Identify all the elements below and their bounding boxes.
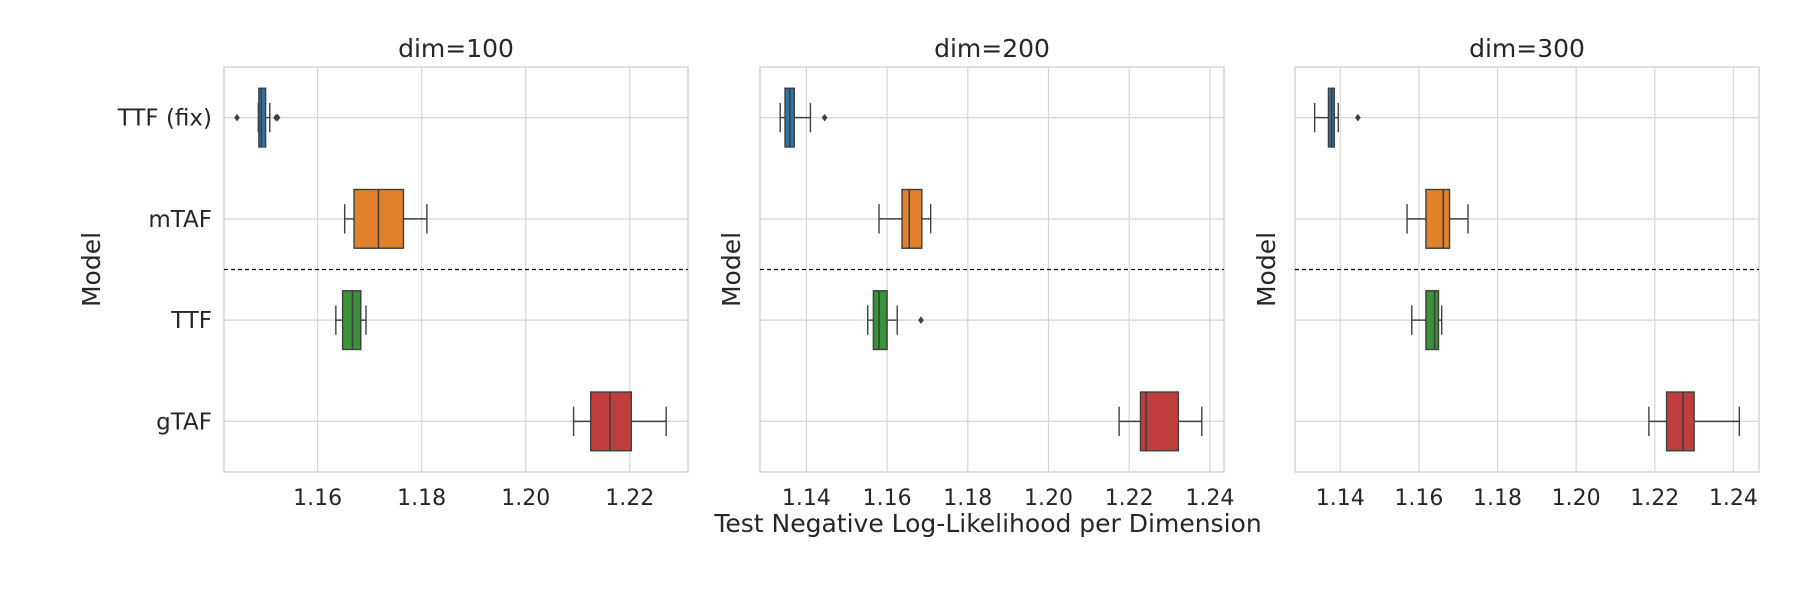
y-tick-label: mTAF bbox=[148, 207, 212, 233]
x-tick-label: 1.16 bbox=[863, 486, 912, 511]
x-tick-label: 1.20 bbox=[501, 486, 550, 511]
x-tick-label: 1.16 bbox=[1394, 486, 1443, 511]
box-mtaf bbox=[878, 188, 932, 249]
x-tick-label: 1.14 bbox=[782, 486, 831, 511]
x-tick-label: 1.18 bbox=[1473, 486, 1522, 511]
panels: 1.16 1.18 1.20 1.22 TTF (fix) mTAF TTF gTAF Mode… bbox=[77, 34, 1760, 511]
x-tick-label: 1.24 bbox=[1709, 486, 1758, 511]
panel-title: dim=200 bbox=[934, 34, 1050, 63]
box-iqr bbox=[590, 391, 633, 452]
box-mtaf bbox=[343, 188, 428, 249]
box-iqr bbox=[1665, 391, 1695, 452]
x-tick-label: 1.22 bbox=[1630, 486, 1679, 511]
x-tick-label: 1.20 bbox=[1552, 486, 1601, 511]
box-ttf-fix- bbox=[779, 87, 828, 148]
box-ttf bbox=[867, 290, 924, 351]
x-tick-label: 1.20 bbox=[1024, 486, 1073, 511]
y-axis-label: Model bbox=[77, 232, 106, 307]
box-iqr bbox=[901, 188, 923, 249]
x-tick-label: 1.22 bbox=[1105, 486, 1154, 511]
x-tick-label: 1.18 bbox=[397, 486, 446, 511]
outlier-point bbox=[1355, 113, 1361, 122]
box-gtaf bbox=[572, 391, 667, 452]
outlier-point bbox=[918, 316, 924, 324]
x-tick-label: 1.24 bbox=[1185, 486, 1234, 511]
x-tick-label: 1.18 bbox=[943, 486, 992, 511]
x-tick-label: 1.14 bbox=[1316, 486, 1365, 511]
y-axis-label: Model bbox=[1252, 232, 1281, 307]
x-axis-label: Test Negative Log-Likelihood per Dimensi… bbox=[713, 509, 1261, 538]
y-tick-label: gTAF bbox=[156, 409, 212, 435]
box-ttf bbox=[335, 290, 367, 351]
box-mtaf bbox=[1406, 188, 1469, 249]
box-iqr bbox=[1425, 188, 1451, 249]
outlier-point bbox=[234, 113, 240, 122]
x-tick-label: 1.16 bbox=[293, 486, 342, 511]
y-tick-label: TTF bbox=[170, 308, 212, 334]
outlier-point bbox=[821, 113, 828, 122]
panel-title: dim=300 bbox=[1469, 34, 1585, 63]
y-axis-label: Model bbox=[717, 232, 746, 307]
box-ttf bbox=[1411, 290, 1443, 351]
box-ttf-fix- bbox=[234, 87, 281, 148]
box-gtaf bbox=[1118, 391, 1203, 452]
box-iqr bbox=[1425, 290, 1440, 351]
panel-2: 1.14 1.16 1.18 1.20 1.22 1.24 Model dim=300 bbox=[1252, 34, 1760, 511]
outlier-point bbox=[274, 113, 281, 122]
panel-0: 1.16 1.18 1.20 1.22 TTF (fix) mTAF TTF gTAF Mode… bbox=[77, 34, 689, 511]
box-gtaf bbox=[1648, 391, 1741, 452]
panel-title: dim=100 bbox=[398, 34, 514, 63]
y-tick-label: TTF (fix) bbox=[117, 106, 212, 132]
panel-1: 1.14 1.16 1.18 1.20 1.22 1.24 Model dim=200 bbox=[717, 34, 1234, 511]
x-tick-label: 1.22 bbox=[605, 486, 654, 511]
box-ttf-fix- bbox=[1313, 87, 1361, 148]
box-iqr bbox=[872, 290, 888, 351]
